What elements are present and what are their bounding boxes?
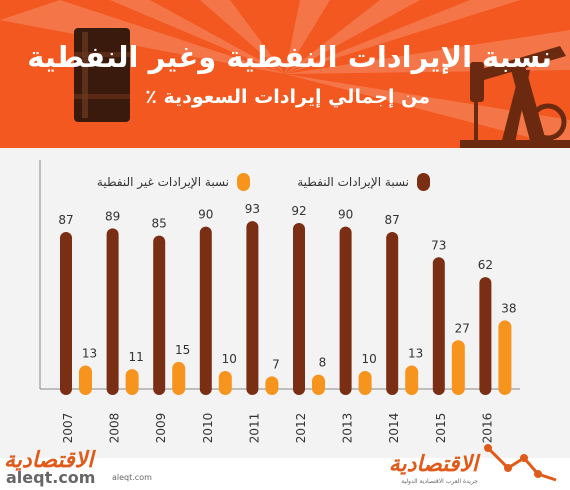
bar-non-oil-2010 xyxy=(218,370,232,395)
bar-non-oil-2014 xyxy=(405,365,419,395)
bar-non-oil-2015 xyxy=(451,340,465,395)
data-label-non-oil-2008: 11 xyxy=(128,350,143,364)
x-tick-label-2015: 2015 xyxy=(434,413,448,444)
data-label-non-oil-2013: 10 xyxy=(361,352,376,366)
data-label-oil-2012: 92 xyxy=(291,204,306,218)
bar-oil-2008 xyxy=(106,228,119,395)
bar-oil-2014 xyxy=(386,232,399,395)
chart-panel xyxy=(0,148,570,458)
bar-non-oil-2009 xyxy=(172,361,186,395)
chart-title: نسبة الإيرادات النفطية وغير النفطية xyxy=(27,40,552,74)
header-banner: نسبة الإيرادات النفطية وغير النفطية من إ… xyxy=(0,0,570,148)
data-label-oil-2014: 87 xyxy=(385,213,400,227)
data-label-non-oil-2009: 15 xyxy=(175,343,190,357)
brand-logo-left: الاقتصادية xyxy=(4,448,94,473)
x-tick-label-2009: 2009 xyxy=(154,413,168,444)
data-label-oil-2007: 87 xyxy=(58,213,73,227)
x-tick-label-2010: 2010 xyxy=(201,413,215,444)
data-label-non-oil-2015: 27 xyxy=(455,321,470,335)
chart-subtitle: من إجمالي إيرادات السعودية ٪ xyxy=(145,86,430,108)
data-label-oil-2009: 85 xyxy=(152,217,167,231)
site-url[interactable]: aleqt.com xyxy=(6,468,96,487)
data-label-non-oil-2012: 8 xyxy=(319,356,327,370)
data-label-oil-2013: 90 xyxy=(338,208,353,222)
oil-barrel-icon xyxy=(74,28,130,122)
data-label-non-oil-2016: 38 xyxy=(501,301,516,315)
brand-tagline: جريدة العرب الاقتصادية الدولية xyxy=(401,478,478,485)
data-label-oil-2010: 90 xyxy=(198,208,213,222)
bar-oil-2015 xyxy=(432,257,445,395)
site-url-small[interactable]: aleqt.com xyxy=(112,473,152,482)
bar-oil-2009 xyxy=(153,235,166,395)
x-tick-label-2007: 2007 xyxy=(61,413,75,444)
data-label-oil-2015: 73 xyxy=(431,238,446,252)
data-label-non-oil-2011: 7 xyxy=(272,357,280,371)
bar-oil-2011 xyxy=(246,221,259,395)
data-label-oil-2016: 62 xyxy=(478,258,493,272)
data-label-oil-2011: 93 xyxy=(245,202,260,216)
trend-line-icon xyxy=(484,444,557,482)
legend-swatch-oil xyxy=(417,173,430,191)
data-label-non-oil-2014: 13 xyxy=(408,347,423,361)
footer xyxy=(0,458,570,490)
bar-non-oil-2013 xyxy=(358,370,372,395)
bar-oil-2010 xyxy=(199,226,212,395)
bar-non-oil-2011 xyxy=(265,376,279,395)
brand-logo-right: الاقتصادية xyxy=(388,452,478,477)
bar-oil-2007 xyxy=(60,232,72,395)
bar-non-oil-2016 xyxy=(498,320,512,395)
bar-non-oil-2007 xyxy=(79,365,92,395)
bar-oil-2016 xyxy=(479,277,492,395)
legend-item-non-oil: نسبة الإيرادات غير النفطية xyxy=(97,172,250,192)
sunburst-rays xyxy=(0,0,570,148)
bar-oil-2012 xyxy=(293,222,305,395)
data-label-non-oil-2010: 10 xyxy=(222,352,237,366)
oil-pump-jack-icon xyxy=(460,46,570,148)
x-tick-label-2008: 2008 xyxy=(108,413,122,444)
bar-non-oil-2008 xyxy=(125,369,139,395)
x-tick-label-2014: 2014 xyxy=(387,413,401,444)
data-label-oil-2008: 89 xyxy=(105,209,120,223)
header-decoration xyxy=(0,0,570,148)
legend-item-oil: نسبة الإيرادات النفطية xyxy=(297,172,430,192)
bar-oil-2013 xyxy=(339,226,352,395)
x-tick-label-2012: 2012 xyxy=(294,413,308,444)
x-tick-label-2011: 2011 xyxy=(247,413,261,444)
x-tick-label-2016: 2016 xyxy=(480,413,494,444)
legend-label-non-oil: نسبة الإيرادات غير النفطية xyxy=(96,175,229,189)
bar-non-oil-2012 xyxy=(312,374,325,395)
legend-swatch-non-oil xyxy=(237,173,250,191)
data-label-non-oil-2007: 13 xyxy=(82,347,97,361)
legend-label-oil: نسبة الإيرادات النفطية xyxy=(297,175,409,189)
x-tick-label-2013: 2013 xyxy=(341,413,355,444)
